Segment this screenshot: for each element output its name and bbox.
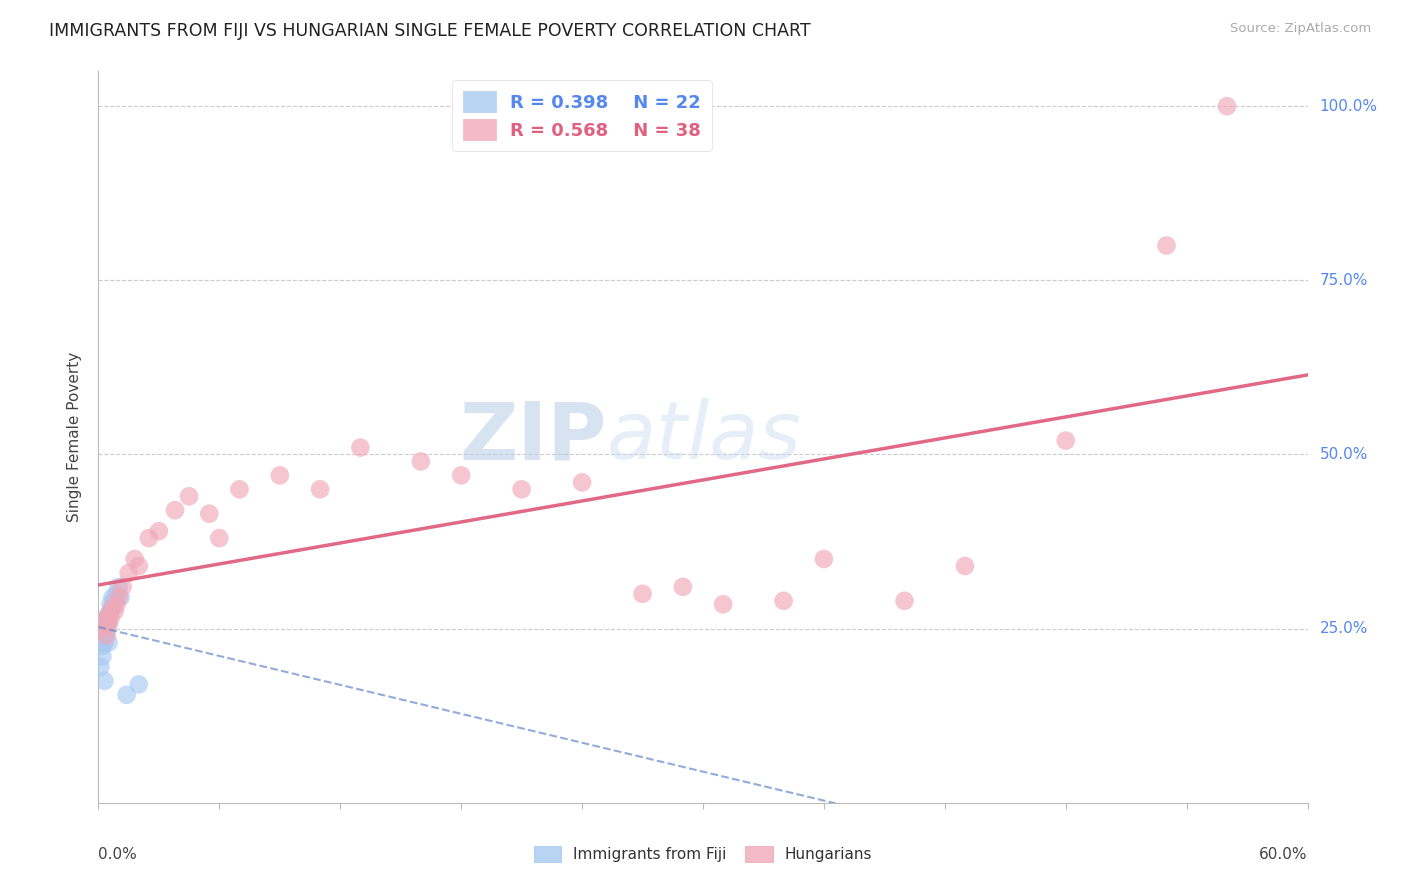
Point xyxy=(179,489,201,503)
Point xyxy=(1216,99,1239,113)
Point xyxy=(269,468,291,483)
Point xyxy=(97,635,120,649)
Point xyxy=(711,597,734,611)
Text: Source: ZipAtlas.com: Source: ZipAtlas.com xyxy=(1230,22,1371,36)
Point xyxy=(100,611,122,625)
Point xyxy=(813,552,835,566)
Point xyxy=(124,552,146,566)
Point xyxy=(93,635,115,649)
Point xyxy=(631,587,654,601)
Point xyxy=(893,594,915,608)
Point xyxy=(163,503,186,517)
Point xyxy=(772,594,794,608)
Point xyxy=(309,483,332,497)
Point xyxy=(101,591,124,605)
Point xyxy=(128,677,150,691)
Point xyxy=(93,615,115,629)
Y-axis label: Single Female Poverty: Single Female Poverty xyxy=(67,352,83,522)
Point xyxy=(349,441,371,455)
Point xyxy=(97,615,120,629)
Text: IMMIGRANTS FROM FIJI VS HUNGARIAN SINGLE FEMALE POVERTY CORRELATION CHART: IMMIGRANTS FROM FIJI VS HUNGARIAN SINGLE… xyxy=(49,22,811,40)
Point xyxy=(105,587,128,601)
Point xyxy=(89,660,111,674)
Point xyxy=(115,688,138,702)
Point xyxy=(97,607,120,622)
Point xyxy=(198,507,221,521)
Point xyxy=(409,454,432,468)
Point xyxy=(103,594,125,608)
Text: 50.0%: 50.0% xyxy=(1320,447,1368,462)
Point xyxy=(96,618,118,632)
Point xyxy=(228,483,250,497)
Point xyxy=(111,580,134,594)
Point xyxy=(138,531,160,545)
Point xyxy=(96,611,118,625)
Point xyxy=(91,639,114,653)
Point xyxy=(953,558,976,573)
Point xyxy=(107,580,129,594)
Text: 0.0%: 0.0% xyxy=(98,847,138,862)
Point xyxy=(107,591,129,605)
Point xyxy=(110,591,132,605)
Point xyxy=(100,597,122,611)
Point xyxy=(1054,434,1077,448)
Point xyxy=(208,531,231,545)
Point xyxy=(105,597,128,611)
Point xyxy=(101,600,124,615)
Point xyxy=(672,580,695,594)
Point xyxy=(96,629,118,643)
Point xyxy=(97,607,120,622)
Point xyxy=(571,475,593,490)
Text: 60.0%: 60.0% xyxy=(1260,847,1308,862)
Point xyxy=(97,618,120,632)
Point xyxy=(510,483,533,497)
Text: atlas: atlas xyxy=(606,398,801,476)
Text: 25.0%: 25.0% xyxy=(1320,621,1368,636)
Point xyxy=(93,629,115,643)
Legend: Immigrants from Fiji, Hungarians: Immigrants from Fiji, Hungarians xyxy=(527,840,879,868)
Text: 75.0%: 75.0% xyxy=(1320,273,1368,288)
Text: 100.0%: 100.0% xyxy=(1320,99,1378,113)
Point xyxy=(103,604,125,618)
Point xyxy=(1156,238,1178,252)
Point xyxy=(101,600,124,615)
Point xyxy=(91,622,114,636)
Point xyxy=(128,558,150,573)
Point xyxy=(450,468,472,483)
Point xyxy=(148,524,170,538)
Text: ZIP: ZIP xyxy=(458,398,606,476)
Point xyxy=(91,649,114,664)
Point xyxy=(118,566,141,580)
Point xyxy=(93,673,115,688)
Point xyxy=(96,625,118,640)
Point xyxy=(100,604,122,618)
